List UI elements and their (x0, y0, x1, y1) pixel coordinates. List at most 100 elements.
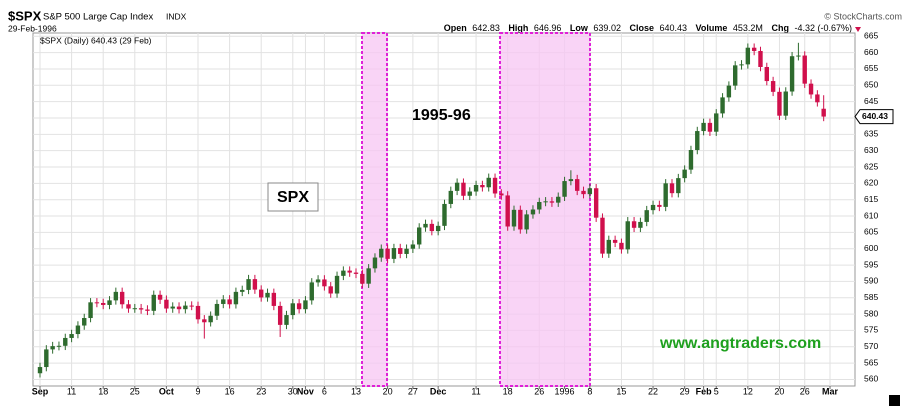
candle-body (233, 291, 239, 305)
candle-body (808, 83, 814, 95)
candle-body (701, 122, 706, 132)
price-tag (854, 109, 894, 125)
quote-label: Volume (696, 23, 728, 33)
candle-body (164, 299, 169, 309)
candle-body (101, 302, 106, 305)
candle-body (246, 279, 251, 290)
candles (37, 42, 826, 378)
candle-body (530, 209, 536, 215)
exchange: INDX (166, 11, 187, 21)
candle-body (429, 223, 435, 232)
y-tick-label: 595 (864, 259, 878, 269)
candle-body (739, 64, 744, 66)
annotation: www.angtraders.com (659, 335, 821, 352)
candle-body (183, 305, 188, 310)
candle-body (537, 201, 542, 210)
candle-body (221, 299, 226, 304)
candle-body (227, 299, 232, 305)
y-tick-label: 625 (864, 161, 878, 171)
candle-body (347, 270, 352, 273)
candle-body (341, 270, 346, 276)
y-tick-label: 610 (864, 210, 878, 220)
y-tick-label: 560 (864, 374, 878, 384)
x-tick-label: Nov (297, 386, 314, 396)
x-tick-label: 18 (503, 386, 513, 396)
candle-body (50, 346, 55, 350)
candle-body (423, 223, 428, 228)
candle-body (372, 257, 378, 269)
candle-body (322, 279, 327, 287)
candle-body (296, 303, 302, 310)
candle-body (789, 56, 795, 92)
candle-body (815, 94, 820, 103)
annotation-box (267, 182, 319, 212)
down-arrow (855, 27, 861, 32)
candle-body (82, 318, 87, 326)
candle-body (467, 191, 472, 196)
x-tick-label: 30 (288, 386, 298, 396)
candle-body (119, 291, 125, 305)
candle-body (435, 225, 441, 232)
candle-body (259, 289, 264, 298)
candle-body (524, 214, 529, 230)
y-tick-label: 615 (864, 194, 878, 204)
candle-body (309, 282, 314, 301)
candle-body (366, 268, 371, 284)
candle-body (751, 47, 757, 51)
candle-body (328, 286, 333, 294)
highlight-band (499, 32, 591, 387)
candle-body (505, 195, 510, 227)
x-tick-label: 27 (408, 386, 418, 396)
candle-body (549, 201, 555, 203)
candle-body (417, 227, 422, 245)
candle-body (669, 183, 675, 194)
candle-body (37, 367, 43, 374)
quote-line: Open 642.83 High 646.96 Low 639.02 Close… (444, 23, 852, 33)
candle-body (568, 179, 574, 182)
candle-body (353, 272, 359, 274)
candle-body (284, 315, 289, 325)
y-tick-label: 575 (864, 325, 878, 335)
x-tick-label: Oct (159, 386, 174, 396)
candle-body (69, 334, 74, 338)
candle-body (265, 292, 270, 298)
x-tick-label: Sep (32, 386, 49, 396)
candle-body (631, 221, 637, 228)
candle-body (113, 291, 119, 301)
quote-value: 642.83 (472, 23, 500, 33)
candle-body (145, 309, 150, 311)
candle-body (480, 184, 485, 188)
candle-body (315, 279, 321, 283)
candle-body (214, 303, 220, 316)
candle-body (151, 294, 156, 311)
x-tick-label: 11 (67, 386, 76, 396)
candle-body (63, 337, 68, 346)
candle-body (688, 150, 694, 170)
candle-body (657, 204, 662, 207)
y-tick-label: 665 (864, 31, 878, 41)
x-tick-label: Dec (430, 386, 447, 396)
candle-body (290, 303, 295, 316)
candle-body (650, 204, 656, 211)
candle-body (562, 181, 567, 197)
candle-body (88, 302, 93, 319)
candle-body (126, 304, 131, 309)
price-tag-label: 640.43 (862, 111, 888, 121)
y-tick-label: 605 (864, 227, 878, 237)
candle-body (821, 108, 826, 117)
candle-body (240, 289, 245, 292)
candle-body (518, 209, 523, 230)
x-tick-label: 11 (471, 386, 480, 396)
x-tick-label: 8 (587, 386, 592, 396)
x-tick-label: 1996 (555, 386, 575, 396)
y-tick-label: 585 (864, 292, 878, 302)
y-tick-label: 570 (864, 341, 878, 351)
x-tick-label: 26 (534, 386, 544, 396)
y-tick-label: 635 (864, 129, 878, 139)
candle-body (796, 55, 801, 57)
candle-body (720, 97, 725, 114)
quote-value: 646.96 (534, 23, 562, 33)
candle-body (499, 193, 504, 196)
annotation: 1995-96 (412, 107, 471, 124)
candle-body (202, 319, 207, 323)
